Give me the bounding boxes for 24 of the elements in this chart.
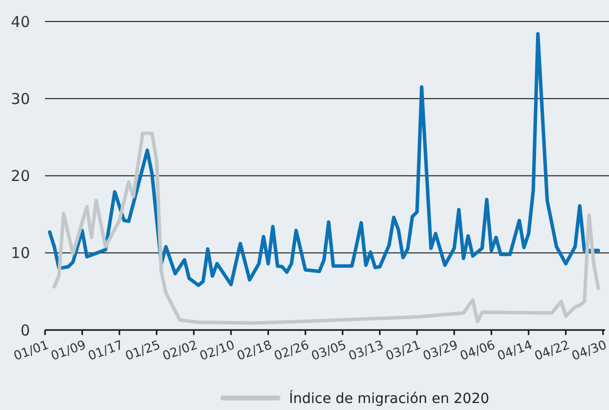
x-tick-label: 04/22 [532, 336, 572, 364]
x-tick-label: 01/25 [123, 336, 162, 364]
x-tick-label: 01/09 [48, 336, 88, 364]
x-tick-label: 04/30 [570, 336, 609, 364]
x-tick-label: 02/26 [272, 336, 311, 364]
x-tick-label: 01/01 [12, 336, 51, 364]
y-tick-label: 30 [10, 90, 30, 108]
x-tick-label: 03/05 [309, 336, 348, 364]
x-tick-label: 02/02 [160, 336, 200, 364]
x-tick-label: 03/21 [384, 336, 423, 364]
legend-label: Índice de migración en 2020 [289, 390, 490, 407]
x-tick-label: 02/18 [234, 336, 274, 364]
x-tick-label: 03/29 [420, 336, 460, 364]
line-series [48, 32, 600, 288]
line-series [52, 132, 600, 325]
x-tick-label: 02/10 [198, 336, 237, 364]
x-tick-label: 01/17 [86, 336, 125, 364]
y-tick-label: 40 [10, 12, 30, 31]
x-tick-label: 04/06 [458, 336, 497, 364]
y-tick-label: 0 [20, 321, 30, 340]
y-tick-label: 20 [10, 167, 30, 185]
x-tick-label: 04/14 [495, 336, 534, 364]
y-tick-label: 10 [10, 244, 30, 262]
x-tick-label: 03/13 [346, 336, 386, 364]
